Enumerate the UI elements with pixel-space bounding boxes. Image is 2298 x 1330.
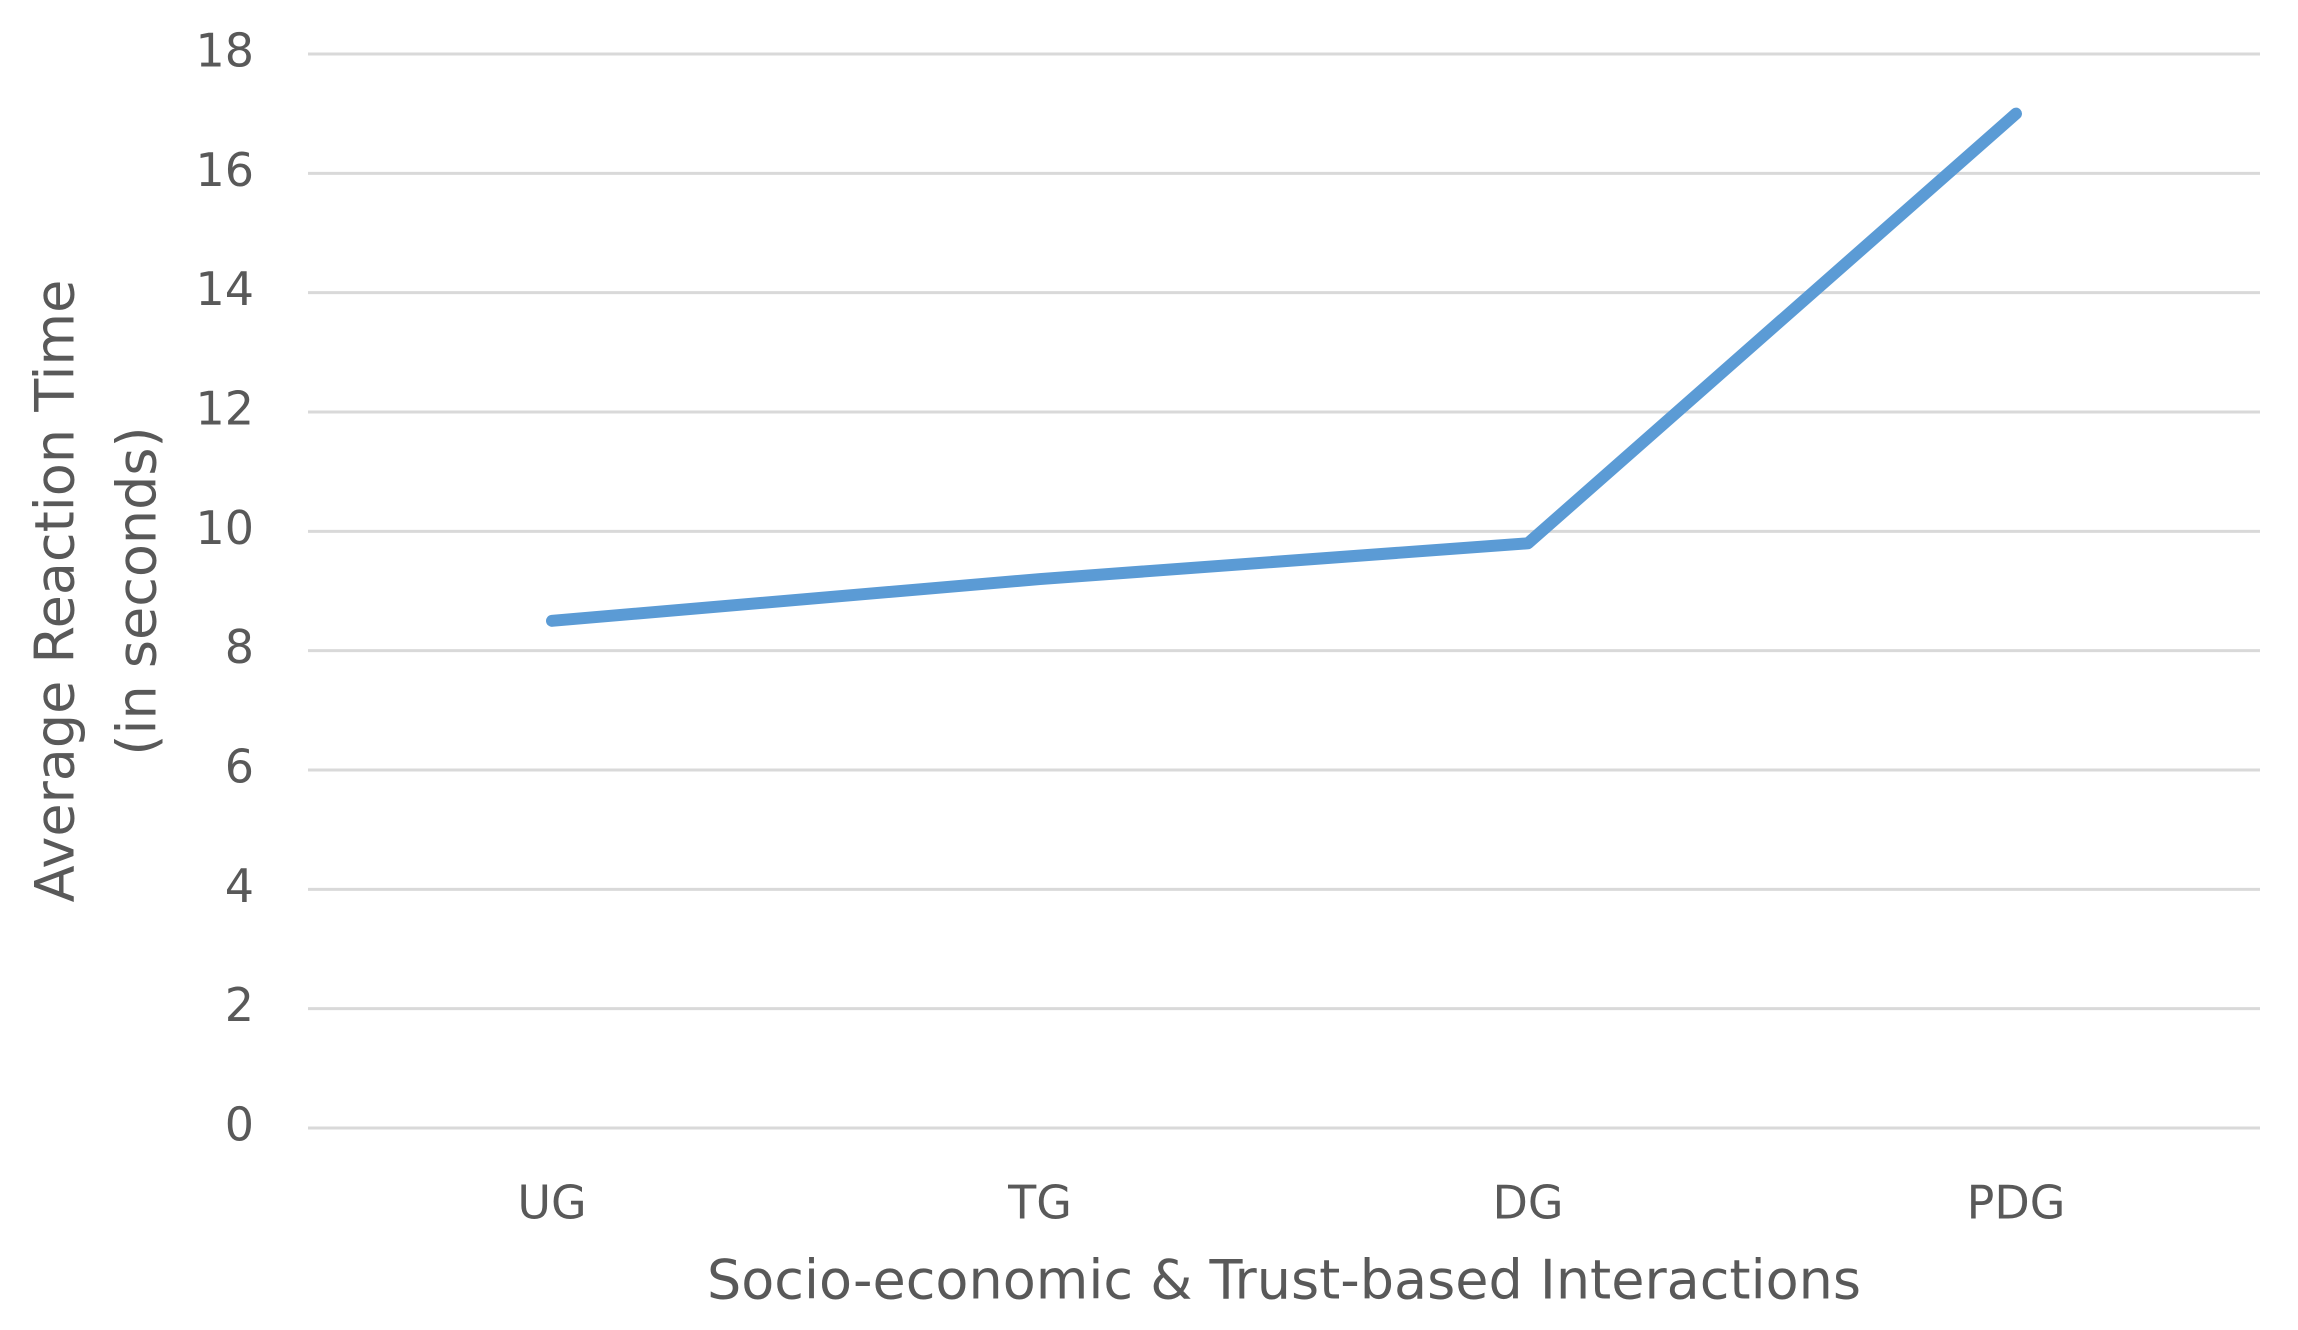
y-tick-label: 4	[225, 859, 254, 913]
y-tick-label: 18	[195, 24, 254, 78]
y-tick-label: 2	[225, 978, 254, 1032]
x-axis-title: Socio-economic & Trust-based Interaction…	[707, 1249, 1861, 1312]
x-tick-label: UG	[517, 1176, 586, 1230]
y-tick-label: 14	[195, 262, 254, 316]
y-tick-label: 8	[225, 620, 254, 674]
y-tick-label: 10	[195, 501, 254, 555]
y-tick-label: 12	[195, 382, 254, 436]
y-axis-title: Average Reaction Time	[24, 280, 87, 903]
x-tick-label: TG	[1007, 1176, 1072, 1230]
x-tick-label: DG	[1492, 1176, 1563, 1230]
y-tick-label: 0	[225, 1098, 254, 1152]
y-tick-label: 6	[225, 740, 254, 794]
y-tick-label: 16	[195, 143, 254, 197]
data-line	[546, 107, 2022, 627]
x-tick-label: PDG	[1967, 1176, 2066, 1230]
y-axis-title: (in seconds)	[106, 426, 169, 755]
